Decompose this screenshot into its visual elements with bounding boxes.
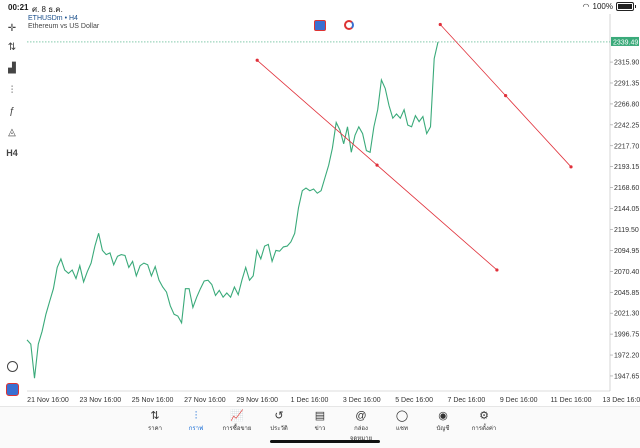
y-tick-label: 2070.40 [614, 269, 639, 276]
tab-label: ราคา [148, 426, 162, 432]
x-tick-label: 3 Dec 16:00 [343, 397, 381, 404]
news-icon: ▤ [314, 410, 326, 422]
y-tick-label: 2266.80 [614, 101, 639, 108]
y-tick-label: 2144.05 [614, 206, 639, 213]
y-tick-label: 2315.90 [614, 60, 639, 67]
account-icon: ◉ [438, 410, 448, 422]
y-tick-label: 1972.20 [614, 353, 639, 360]
tab-mailbox[interactable]: @ กล่องจดหมาย [343, 409, 379, 443]
chat-icon: ◯ [395, 410, 409, 422]
x-tick-label: 23 Nov 16:00 [79, 397, 121, 404]
price-line [26, 41, 439, 379]
tab-label: กล่องจดหมาย [349, 426, 373, 442]
trendline-handle[interactable] [438, 22, 442, 27]
tab-label: กราฟ [188, 426, 204, 432]
tab-history[interactable]: ↺ ประวัติ [261, 409, 297, 433]
tab-label: ข่าว [314, 426, 326, 432]
tab-trade[interactable]: 📈 การซื้อขาย [219, 409, 255, 433]
battery-icon [616, 2, 636, 11]
tab-chat[interactable]: ◯ แชท [384, 409, 420, 433]
tab-chart[interactable]: ⫶ กราฟ [178, 409, 214, 433]
chart-icon: ⫶ [194, 410, 198, 422]
y-tick-label: 2217.70 [614, 143, 639, 150]
zoom-icon[interactable] [4, 358, 20, 374]
x-tick-label: 9 Dec 16:00 [500, 397, 538, 404]
header-icons [314, 20, 354, 31]
trendline-handle[interactable] [569, 165, 573, 169]
tab-quotes[interactable]: ⇅ ราคา [137, 409, 173, 433]
status-right: ◠ 100% [582, 2, 636, 11]
tab-settings[interactable]: ⚙ การตั้งค่า [466, 409, 502, 433]
crosshair-icon[interactable]: ✛ [7, 22, 17, 34]
y-tick-label: 2119.50 [614, 227, 639, 234]
indicators-icon[interactable]: ▟ [8, 62, 16, 74]
trendline-handle[interactable] [375, 163, 379, 167]
app-logo-icon[interactable] [4, 381, 20, 397]
symbol-description: Ethereum vs US Dollar [28, 23, 100, 30]
x-tick-label: 7 Dec 16:00 [448, 397, 486, 404]
y-tick-label: 2021.30 [614, 311, 639, 318]
tab-news[interactable]: ▤ ข่าว [302, 409, 338, 433]
tab-account[interactable]: ◉ บัญชี [425, 409, 461, 433]
wifi-icon: ◠ [582, 2, 590, 11]
trendline-handle[interactable] [255, 58, 259, 62]
trendline-handle[interactable] [495, 268, 499, 272]
y-tick-label: 2291.35 [614, 80, 639, 87]
home-indicator [270, 440, 380, 443]
y-tick-label: 2168.60 [614, 185, 639, 192]
chart-header: ETHUSDm • H4 Ethereum vs US Dollar [28, 15, 99, 30]
tab-label: แชท [396, 426, 408, 432]
y-tick-label: 1947.65 [614, 373, 639, 380]
y-tick-label: 2242.25 [614, 122, 639, 129]
y-tick-label: 1996.75 [614, 332, 639, 339]
status-date: ศ. 8 ธ.ค. [32, 5, 63, 14]
trendline-handle[interactable] [504, 94, 508, 98]
tab-label: การตั้งค่า [471, 426, 497, 432]
timeframe-button[interactable]: H4 [6, 148, 18, 158]
quotes-icon: ⇅ [150, 410, 160, 422]
x-tick-label: 13 Dec 16:00 [602, 397, 640, 404]
x-tick-label: 25 Nov 16:00 [132, 397, 174, 404]
x-tick-label: 11 Dec 16:00 [550, 397, 591, 404]
candlestick-icon[interactable]: ⇅ [7, 41, 17, 53]
status-time: 00:21 [8, 3, 29, 12]
refresh-icon[interactable] [344, 20, 354, 30]
left-toolbar: ✛ ⇅ ▟ ⫶ ƒ ◬ H4 [0, 14, 24, 406]
settings-icon: ⚙ [479, 410, 489, 422]
x-tick-label: 1 Dec 16:00 [291, 397, 329, 404]
tab-label: บัญชี [436, 426, 450, 432]
function-icon[interactable]: ƒ [9, 105, 15, 117]
current-price-tag [611, 36, 639, 46]
status-bar: 00:21 ศ. 8 ธ.ค. ◠ 100% [0, 0, 640, 14]
y-tick-label: 2094.95 [614, 248, 639, 255]
battery-percent: 100% [592, 2, 613, 11]
trade-icon: 📈 [230, 410, 244, 422]
header-timeframe[interactable]: H4 [68, 15, 78, 22]
tab-label: ประวัติ [270, 426, 288, 432]
x-tick-label: 29 Nov 16:00 [236, 397, 278, 404]
tab-label: การซื้อขาย [222, 426, 252, 432]
price-chart[interactable]: 2315.90 2291.35 2266.80 2242.25 2217.70 2193.… [0, 0, 640, 406]
x-tick-label: 5 Dec 16:00 [395, 397, 433, 404]
trade-panel-icon[interactable] [314, 20, 326, 31]
x-tick-label: 27 Nov 16:00 [184, 397, 226, 404]
mailbox-icon: @ [355, 410, 367, 422]
current-price-label: 2339.49 [613, 39, 638, 46]
shapes-icon[interactable]: ◬ [8, 126, 16, 138]
y-tick-label: 2045.85 [614, 290, 639, 297]
symbol-name[interactable]: ETHUSDm [28, 15, 63, 22]
y-tick-label: 2193.15 [614, 164, 639, 171]
adjust-icon[interactable]: ⫶ [10, 84, 14, 96]
history-icon: ↺ [274, 410, 284, 422]
header-separator: • [64, 15, 68, 22]
x-tick-label: 21 Nov 16:00 [27, 397, 69, 404]
